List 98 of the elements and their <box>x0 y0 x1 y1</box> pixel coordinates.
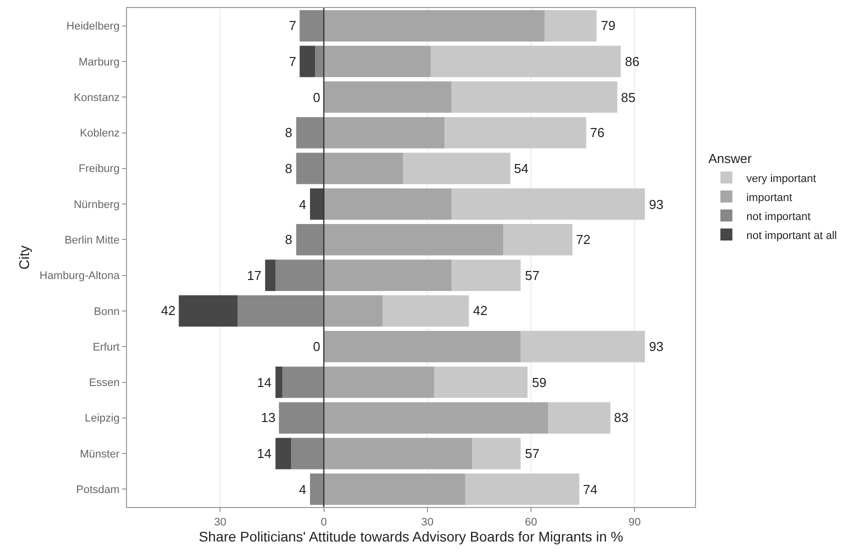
bar <box>275 366 282 398</box>
annotation: 8 <box>285 161 292 176</box>
bar <box>324 438 472 470</box>
bar <box>324 117 445 148</box>
y-tick-label: Leipzig <box>84 412 120 425</box>
x-tick-label: 0 <box>320 516 327 528</box>
legend-label: important <box>746 192 792 204</box>
annotation: 79 <box>601 18 616 33</box>
annotation: 57 <box>525 268 540 283</box>
legend-title: Answer <box>708 151 752 166</box>
bar <box>544 10 597 42</box>
annotation: 17 <box>247 268 262 283</box>
bar <box>403 152 510 184</box>
y-tick-label: Hamburg-Altona <box>40 270 120 282</box>
annotation: 8 <box>285 125 292 140</box>
annotation: 59 <box>532 375 546 390</box>
bar <box>324 188 452 220</box>
legend-label: not important <box>746 210 811 223</box>
y-tick-label: Münster <box>80 448 120 460</box>
y-tick-label: Freiburg <box>78 163 120 176</box>
x-axis-title: Share Politicians' Attitude towards Advisory Boards for Migrants in % <box>198 528 624 545</box>
annotation: 4 <box>299 197 306 212</box>
annotation: 7 <box>289 54 296 69</box>
bar <box>324 10 545 42</box>
y-tick-label: Erfurt <box>92 341 120 354</box>
bar <box>324 402 548 434</box>
bar <box>434 366 528 398</box>
bar <box>296 152 324 184</box>
bar <box>465 474 580 505</box>
bar <box>324 152 404 184</box>
y-tick-label: Marburg <box>78 56 120 68</box>
bar <box>324 46 431 78</box>
bar <box>324 366 434 398</box>
bar <box>452 260 521 291</box>
y-tick-label: Potsdam <box>76 484 120 496</box>
y-tick-label: Bonn <box>94 306 120 318</box>
bar <box>300 10 324 42</box>
bar <box>324 260 452 291</box>
bar <box>452 188 645 220</box>
x-tick-label: 30 <box>421 516 434 528</box>
annotation: 93 <box>649 339 664 354</box>
legend-label: very important <box>746 172 816 185</box>
bar <box>444 117 586 148</box>
bar <box>275 260 324 291</box>
annotation: 57 <box>525 446 540 461</box>
annotation: 85 <box>621 90 636 105</box>
legend-label: not important at all <box>746 230 837 242</box>
bar <box>452 81 618 113</box>
annotation: 8 <box>285 232 292 247</box>
annotation: 42 <box>473 303 488 318</box>
annotation: 83 <box>614 410 628 425</box>
y-axis-title: City <box>16 245 32 270</box>
annotation: 0 <box>313 90 320 105</box>
annotation: 76 <box>590 125 604 140</box>
bar <box>324 224 504 256</box>
annotation: 14 <box>257 446 272 461</box>
y-tick-label: Berlin Mitte <box>64 234 120 247</box>
bar <box>265 260 276 291</box>
bar <box>278 402 324 434</box>
x-tick-label: 30 <box>214 516 226 528</box>
bar <box>296 117 324 148</box>
bar <box>310 188 324 220</box>
y-tick-label: Konstanz <box>74 92 120 104</box>
bar <box>430 46 621 78</box>
bar <box>275 438 292 470</box>
annotation: 72 <box>576 232 590 247</box>
bar <box>382 295 469 327</box>
bar <box>503 224 572 256</box>
annotation: 54 <box>514 161 528 176</box>
x-tick-label: 60 <box>524 516 538 528</box>
annotation: 86 <box>625 54 640 69</box>
y-tick-label: Heidelberg <box>66 20 120 33</box>
annotation: 42 <box>161 303 176 318</box>
bar <box>282 366 324 398</box>
bar <box>324 330 521 362</box>
annotation: 14 <box>257 375 272 390</box>
bar <box>178 295 238 327</box>
bar <box>300 46 316 78</box>
bar <box>324 474 466 505</box>
bar <box>310 474 324 505</box>
annotation: 13 <box>261 410 276 425</box>
annotation: 74 <box>583 482 598 497</box>
annotation: 4 <box>299 482 306 497</box>
bar <box>548 402 610 434</box>
y-tick-label: Nürnberg <box>74 198 120 211</box>
bar <box>324 81 452 113</box>
bar <box>291 438 324 470</box>
y-tick-label: Essen <box>89 377 120 390</box>
annotation: 93 <box>649 197 664 212</box>
bar <box>237 295 324 327</box>
annotation: 7 <box>289 18 296 33</box>
x-tick-label: 90 <box>628 516 641 528</box>
bar <box>324 295 383 327</box>
bar <box>520 330 645 362</box>
bar <box>296 224 324 256</box>
annotation: 0 <box>313 339 320 354</box>
y-tick-label: Koblenz <box>80 128 120 140</box>
bar <box>472 438 521 470</box>
